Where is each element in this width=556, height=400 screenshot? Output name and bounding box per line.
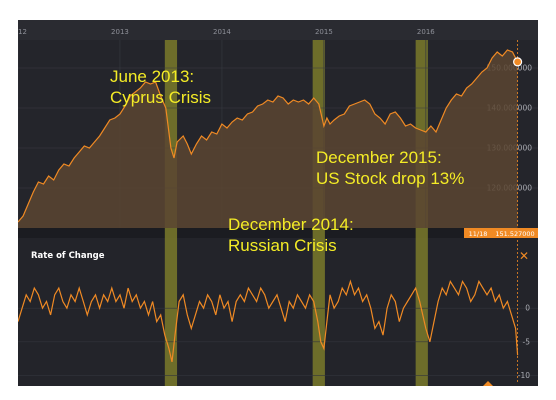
x-tick-label-1: 2013 (111, 28, 129, 36)
annotation-us-drop-line2: US Stock drop 13% (316, 169, 464, 188)
date-tag-label: 11/18 (469, 230, 488, 238)
price-area-fill (18, 50, 518, 228)
chart-canvas: 20122013201420152016 120.000000130.00000… (18, 20, 538, 386)
annotation-russia-line2: Russian Crisis (228, 236, 337, 255)
x-tick-label-0: 2012 (18, 28, 27, 36)
annotation-russia-line1: December 2014: (228, 215, 354, 234)
roc-series-line (18, 279, 519, 363)
x-tick-label-3: 2015 (315, 28, 333, 36)
roc-y-tick-label-0: 0 (525, 304, 530, 313)
price-series-line (18, 49, 519, 223)
x-position-caret (483, 381, 493, 386)
panel-separator (18, 228, 538, 238)
x-tick-label-2: 2014 (213, 28, 231, 36)
annotation-cyprus-line1: June 2013: (110, 67, 194, 86)
value-tag-label: 151.527000 (495, 230, 534, 238)
latest-value-dot[interactable] (513, 57, 523, 67)
roc-y-tick-label-1: -5 (523, 337, 531, 346)
date-tag (464, 228, 492, 238)
roc-panel-title: Rate of Change (31, 251, 105, 261)
annotation-cyprus-line2: Cyprus Crisis (110, 88, 211, 107)
annotation-us-drop-line1: December 2015: (316, 148, 442, 167)
roc-y-tick-label-2: -10 (518, 371, 530, 380)
close-icon[interactable]: ✕ (519, 249, 529, 263)
roc-y-axis: 0 -5 -10 (518, 304, 530, 380)
roc-panel-background (18, 238, 538, 386)
chart-frame: 20122013201420152016 120.000000130.00000… (18, 20, 538, 386)
value-tag (492, 228, 538, 238)
x-axis-strip (18, 20, 538, 40)
x-tick-label-4: 2016 (417, 28, 435, 36)
x-axis-ticks: 2012 2013 2014 2015 2016 (18, 28, 435, 36)
